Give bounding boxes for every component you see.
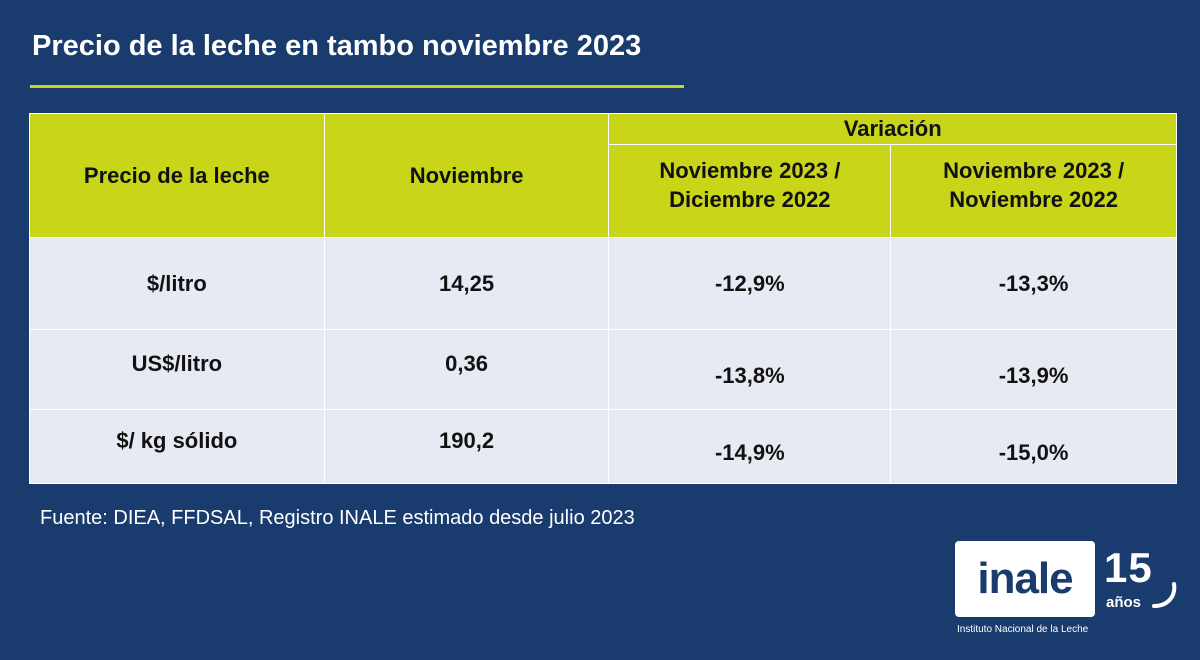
cell-unit: $/ kg sólido [29,409,325,484]
cell-noviembre-text: 190,2 [439,427,495,453]
cell-noviembre: 0,36 [323,329,610,410]
header-variacion: Variación [608,113,1177,145]
cell-var-dic-text: -14,9% [714,439,785,465]
cell-var-dic: -13,8% [608,329,892,410]
header-noviembre: Noviembre [323,113,610,238]
source-note: Fuente: DIEA, FFDSAL, Registro INALE est… [40,507,635,529]
cell-var-nov: -15,0% [890,409,1177,484]
cell-var-nov: -13,9% [890,329,1177,410]
cell-unit-text: $/ kg sólido [116,427,238,453]
table-header-row-top: Precio de la leche Noviembre Variación [29,113,1177,238]
cell-var-dic: -12,9% [608,237,892,330]
page-title: Precio de la leche en tambo noviembre 20… [32,30,642,62]
table-row: $/ kg sólido 190,2 -14,9% -15,0% [29,409,1177,484]
header-var-nov-line2: Noviembre 2022 [949,187,1118,212]
logo-subtitle: Instituto Nacional de la Leche [957,624,1089,635]
table-row: $/litro 14,25 -12,9% -13,3% [29,237,1177,330]
header-var-nov: Noviembre 2023 / Noviembre 2022 [890,144,1177,238]
cell-unit: $/litro [29,237,325,330]
header-var-dic-line2: Diciembre 2022 [669,187,831,212]
header-var-dic-line1: Noviembre 2023 / [659,158,841,183]
logo-word: inale [977,554,1073,603]
inale-logo: inale [955,541,1095,617]
header-precio: Precio de la leche [29,113,325,238]
cell-var-dic: -14,9% [608,409,892,484]
header-var-dic: Noviembre 2023 / Diciembre 2022 [608,144,892,238]
logo-anniversary-years: años [1106,594,1142,611]
cell-var-dic-text: -13,8% [714,362,785,388]
cell-noviembre: 14,25 [323,237,610,330]
logo-anniversary-number: 15 [1104,544,1153,591]
cell-unit: US$/litro [29,329,325,410]
logo-arc-icon [1152,582,1177,608]
cell-noviembre-text: 0,36 [445,350,488,376]
title-underline [30,85,684,88]
cell-unit-text: US$/litro [131,350,223,376]
cell-var-nov-text: -15,0% [998,439,1069,465]
price-table: Precio de la leche Noviembre Variación N… [29,113,1177,484]
cell-var-nov: -13,3% [890,237,1177,330]
cell-noviembre: 190,2 [323,409,610,484]
cell-var-nov-text: -13,9% [998,362,1069,388]
header-var-nov-line1: Noviembre 2023 / [943,158,1125,183]
table-row: US$/litro 0,36 -13,8% -13,9% [29,329,1177,410]
table-header-row-sub: Noviembre 2023 / Diciembre 2022 Noviembr… [30,144,1177,238]
